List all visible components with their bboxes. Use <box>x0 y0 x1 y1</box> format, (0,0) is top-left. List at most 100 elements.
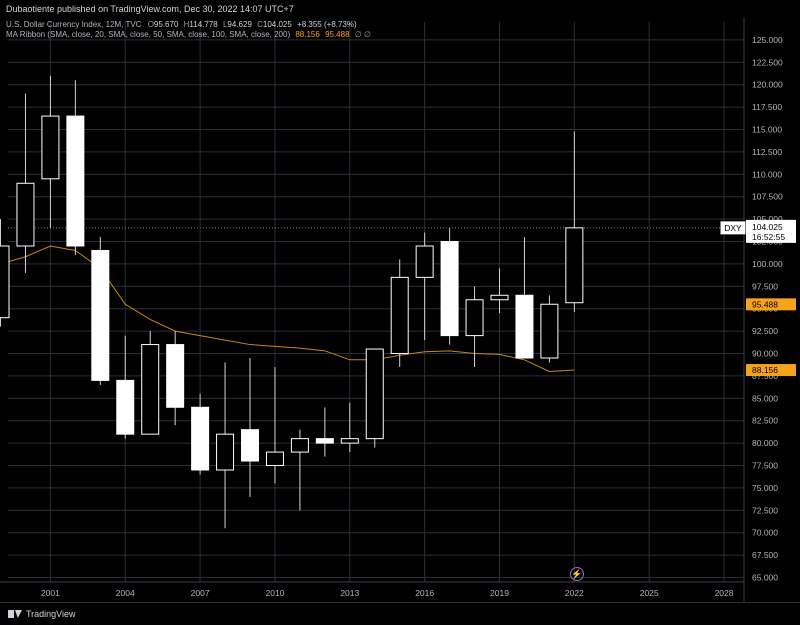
price-tick-label: 105.000 <box>752 214 783 224</box>
candle-body <box>216 433 235 471</box>
grid-lines <box>8 22 744 582</box>
price-tick-label: 70.000 <box>752 528 778 538</box>
candle-body <box>290 438 309 453</box>
candle <box>91 237 110 385</box>
price-tick-label: 75.000 <box>752 483 778 493</box>
candle-body <box>415 245 434 278</box>
candle <box>141 331 160 435</box>
candle <box>66 80 85 255</box>
low-value: 94.629 <box>227 20 252 29</box>
candle-body <box>490 294 509 301</box>
candle <box>116 335 135 439</box>
candles <box>0 75 584 529</box>
candle <box>565 131 584 313</box>
candle <box>465 286 484 367</box>
candle-body <box>16 182 35 247</box>
ma-price-label: 95.488 <box>746 298 796 311</box>
candle-body <box>315 438 334 444</box>
time-tick-label: 2004 <box>116 588 135 598</box>
candle <box>191 393 210 475</box>
ma-price-box <box>746 298 796 311</box>
candle <box>216 362 235 529</box>
price-tick-label: 107.500 <box>752 192 783 202</box>
candle-body <box>515 294 534 359</box>
brand-name: TradingView <box>26 609 76 619</box>
ma-price-box <box>746 364 796 377</box>
price-tick-label: 125.000 <box>752 35 783 45</box>
ma-ribbon-legend-row[interactable]: MA Ribbon (SMA, close, 20, SMA, close, 5… <box>6 30 371 40</box>
price-tick-label: 65.000 <box>752 573 778 583</box>
close-label: C <box>257 20 263 29</box>
candle <box>41 75 60 229</box>
ma-price-text: 95.488 <box>752 299 778 309</box>
candle-body <box>166 344 185 408</box>
time-tick-label: 2025 <box>640 588 659 598</box>
candle-body <box>565 227 584 304</box>
candle <box>515 237 534 359</box>
price-tick-label: 120.000 <box>752 80 783 90</box>
close-value: 104.025 <box>262 20 292 29</box>
symbol-tag-box <box>720 221 746 235</box>
candle <box>540 295 559 363</box>
last-price-box <box>746 219 796 243</box>
candle <box>16 93 35 273</box>
price-tick-label: 92.500 <box>752 326 778 336</box>
lightning-event-icon[interactable]: ⚡ <box>570 567 584 581</box>
candle <box>166 331 185 426</box>
candle-body <box>365 348 384 440</box>
price-tick-label: 77.500 <box>752 461 778 471</box>
time-tick-label: 2019 <box>490 588 509 598</box>
chart-legend: U.S. Dollar Currency Index, 12M, TVC O95… <box>6 20 371 40</box>
last-price-value: 104.025 <box>752 222 783 232</box>
tradingview-brand[interactable]: TradingView <box>8 609 76 619</box>
time-tick-label: 2022 <box>565 588 584 598</box>
time-tick-label: 2028 <box>715 588 734 598</box>
time-tick-label: 2013 <box>340 588 359 598</box>
price-tick-label: 67.500 <box>752 550 778 560</box>
time-tick-label: 2007 <box>191 588 210 598</box>
symbol-title: U.S. Dollar Currency Index, 12M, TVC <box>6 20 142 29</box>
ma-ribbon-title: MA Ribbon (SMA, close, 20, SMA, close, 5… <box>6 30 291 39</box>
open-label: O <box>147 20 154 29</box>
price-tick-label: 122.500 <box>752 57 783 67</box>
candle-body <box>265 451 284 467</box>
open-value: 95.670 <box>153 20 179 29</box>
candle <box>340 402 359 453</box>
candle <box>490 268 509 314</box>
candle-body <box>241 429 260 462</box>
candle-body <box>41 115 60 180</box>
ma-empty-values: ∅ ∅ <box>354 30 371 39</box>
candle-body <box>66 115 85 247</box>
ma-value-1: 88.156 <box>295 30 320 39</box>
high-value: 114.778 <box>189 20 218 29</box>
candle <box>390 259 409 367</box>
candle-body <box>390 276 409 355</box>
bar-countdown: 16:52:55 <box>752 232 785 242</box>
symbol-tag-text: DXY <box>724 223 742 233</box>
symbol-legend-row[interactable]: U.S. Dollar Currency Index, 12M, TVC O95… <box>6 20 371 30</box>
price-tick-label: 72.500 <box>752 505 778 515</box>
candle-body <box>465 299 484 337</box>
publisher-line: Dubaotiente published on TradingView.com… <box>6 4 294 14</box>
candle-body <box>0 245 10 319</box>
tradingview-logo-icon <box>8 610 22 618</box>
ma-value-2: 95.488 <box>325 30 350 39</box>
candle <box>241 358 260 497</box>
price-tick-label: 110.000 <box>752 169 782 179</box>
low-label: L <box>222 20 228 29</box>
price-tick-label: 100.000 <box>752 259 783 269</box>
ma-price-text: 88.156 <box>752 365 778 375</box>
candle <box>415 232 434 341</box>
time-tick-label: 2001 <box>41 588 60 598</box>
candle-body <box>116 379 135 435</box>
time-axis-labels: 2001 2004 2007 2010 2013 2016 2019 2022 2025 2028 <box>41 588 734 598</box>
price-tick-label: 97.500 <box>752 281 778 291</box>
candle <box>315 407 334 457</box>
footer-bar: TradingView <box>0 602 800 625</box>
price-tick-label: 82.500 <box>752 416 778 426</box>
publisher-header: Dubaotiente published on TradingView.com… <box>0 0 800 18</box>
candle <box>0 219 10 327</box>
candle-body <box>340 438 359 444</box>
